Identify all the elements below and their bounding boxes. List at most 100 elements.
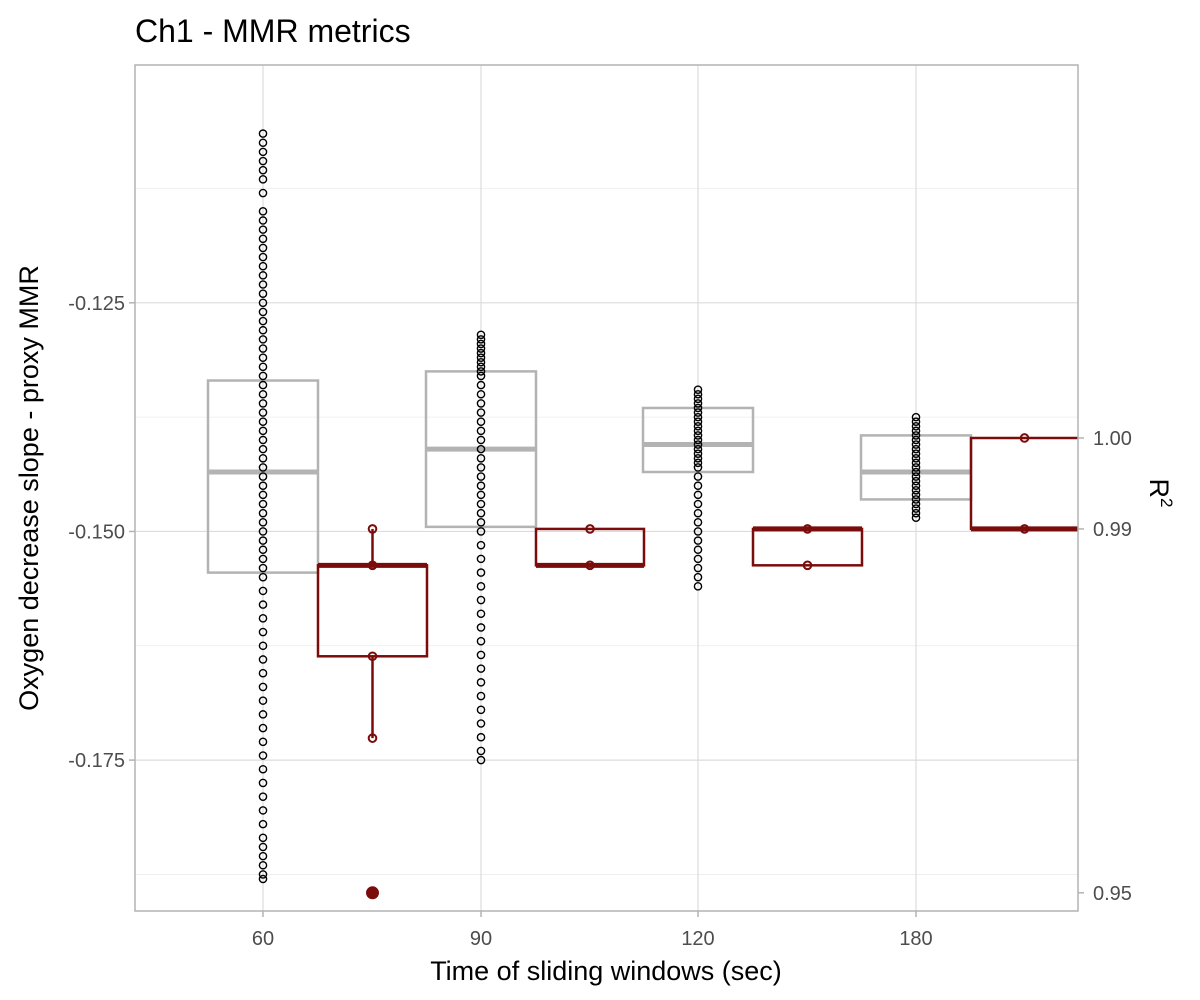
slope-point xyxy=(476,508,486,518)
slope-point xyxy=(258,627,268,637)
slope-point xyxy=(258,463,268,472)
slope-point xyxy=(476,746,486,756)
slope-point xyxy=(693,421,703,431)
y2-axis-title-base: R xyxy=(1144,479,1174,499)
slope-point xyxy=(693,572,703,582)
slope-point xyxy=(693,394,703,404)
slope-point xyxy=(911,495,921,504)
slope-point xyxy=(258,481,268,491)
slope-point xyxy=(476,463,486,472)
slope-point xyxy=(258,508,268,518)
slope-point xyxy=(911,508,921,518)
slope-point xyxy=(476,344,486,353)
y-tick-label: -0.150 xyxy=(68,521,125,543)
panel-border xyxy=(134,64,1079,912)
slope-point xyxy=(258,778,268,788)
slope-point xyxy=(258,371,268,381)
slope-point xyxy=(476,678,486,687)
slope-point xyxy=(476,348,486,358)
slope-box-group xyxy=(641,385,755,591)
slope-point xyxy=(258,737,268,747)
slope-point xyxy=(476,389,486,399)
slope-point xyxy=(911,453,921,463)
r2-point xyxy=(802,560,813,571)
slope-point xyxy=(693,508,703,518)
slope-point xyxy=(258,490,268,500)
slope-point xyxy=(693,458,703,468)
slope-point xyxy=(476,444,486,454)
slope-point xyxy=(693,444,703,454)
svg-text:R2: R2 xyxy=(1144,479,1176,508)
slope-point xyxy=(258,289,268,298)
slope-point xyxy=(258,444,268,454)
slope-point xyxy=(911,440,921,449)
slope-point xyxy=(476,335,486,344)
slope-point xyxy=(693,536,703,545)
r2-point xyxy=(802,524,813,534)
slope-point xyxy=(476,623,486,632)
r2-box-group xyxy=(751,524,864,571)
slope-point xyxy=(911,431,921,440)
slope-point xyxy=(693,453,703,463)
slope-point xyxy=(476,330,486,340)
slope-box xyxy=(641,406,755,474)
slope-point xyxy=(911,449,921,459)
slope-box xyxy=(206,379,320,574)
x-axis-title: Time of sliding windows (sec) xyxy=(430,956,782,986)
r2-box xyxy=(534,527,646,567)
slope-point xyxy=(693,435,703,445)
slope-point xyxy=(693,399,703,408)
slope-point xyxy=(258,453,268,463)
slope-point xyxy=(258,668,268,678)
r2-outlier xyxy=(366,886,379,900)
slope-point xyxy=(258,426,268,436)
slope-point xyxy=(911,481,921,491)
slope-point xyxy=(258,792,268,801)
r2-series xyxy=(316,433,1078,900)
slope-point xyxy=(258,870,268,879)
r2-box-group xyxy=(316,524,429,900)
slope-point xyxy=(911,513,921,523)
slope-point xyxy=(258,806,268,815)
slope-point xyxy=(258,833,268,843)
r2-point xyxy=(367,524,378,534)
slope-point xyxy=(476,339,486,349)
slope-point xyxy=(258,216,268,225)
slope-point xyxy=(693,385,703,394)
y2-axis-title: R2 xyxy=(1144,479,1176,508)
slope-point xyxy=(693,481,703,491)
slope-point xyxy=(476,417,486,426)
slope-point xyxy=(258,389,268,399)
r2-box-group xyxy=(969,433,1078,534)
slope-point xyxy=(258,298,268,308)
slope-point xyxy=(258,472,268,481)
slope-point xyxy=(258,435,268,445)
slope-point xyxy=(911,412,921,422)
slope-point xyxy=(911,490,921,500)
slope-point xyxy=(911,504,921,513)
slope-point xyxy=(476,453,486,463)
grid xyxy=(135,65,1078,911)
slope-point xyxy=(693,449,703,459)
r2-point xyxy=(367,733,378,743)
slope-point xyxy=(911,458,921,468)
slope-point xyxy=(476,540,486,550)
slope-point xyxy=(258,545,268,555)
slope-point xyxy=(258,751,268,760)
slope-point xyxy=(693,582,703,591)
slope-point xyxy=(476,554,486,564)
slope-point xyxy=(476,527,486,536)
slope-point xyxy=(693,554,703,564)
slope-point xyxy=(476,691,486,701)
slope-point xyxy=(258,696,268,705)
slope-point xyxy=(258,536,268,545)
y2-tick-label: 1.00 xyxy=(1093,428,1132,450)
r2-box xyxy=(969,436,1078,531)
r2-point xyxy=(367,651,378,662)
y2-axis-ticks: 1.00 0.99 0.95 xyxy=(1078,428,1132,905)
slope-point xyxy=(258,764,268,774)
slope-point xyxy=(258,399,268,408)
slope-point xyxy=(693,440,703,449)
slope-point xyxy=(258,271,268,280)
r2-box xyxy=(316,564,429,658)
